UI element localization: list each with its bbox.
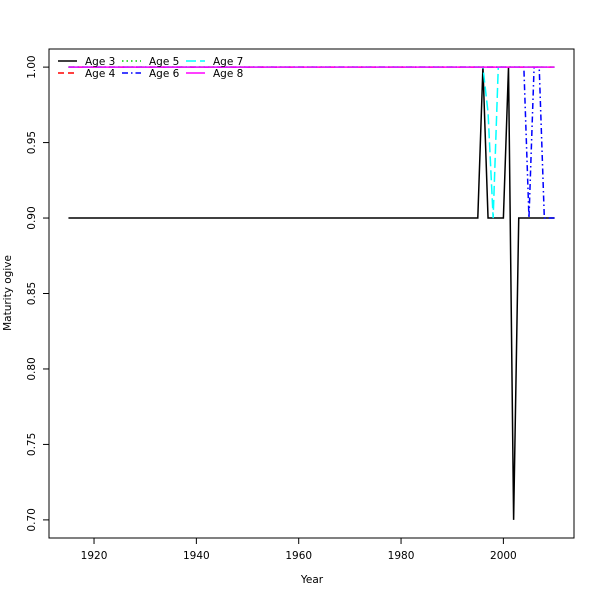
- legend-label: Age 7: [213, 56, 243, 68]
- x-tick-label: 1960: [285, 550, 312, 562]
- legend-label: Age 5: [149, 56, 179, 68]
- x-tick-label: 2000: [490, 550, 517, 562]
- y-tick-label: 0.85: [26, 282, 38, 305]
- y-tick-label: 0.95: [26, 131, 38, 154]
- x-axis: 1920 1940 1960 1980 2000: [81, 538, 517, 562]
- y-tick-label: 0.75: [26, 433, 38, 456]
- y-tick-label: 0.90: [26, 206, 38, 229]
- x-tick-label: 1980: [388, 550, 415, 562]
- y-tick-label: 1.00: [26, 55, 38, 78]
- series-line-age-3: [68, 67, 555, 520]
- legend-label: Age 4: [85, 68, 116, 80]
- series-layer: [68, 66, 555, 520]
- x-tick-label: 1940: [183, 550, 210, 562]
- x-axis-label: Year: [300, 574, 324, 586]
- legend-label: Age 8: [213, 68, 243, 80]
- plot-frame: [48, 48, 575, 539]
- y-axis: 0.70 0.75 0.80 0.85 0.90 0.95 1.00: [26, 55, 49, 532]
- x-tick-label: 1920: [81, 550, 108, 562]
- legend-label: Age 3: [85, 56, 115, 68]
- y-axis-label: Maturity ogive: [2, 255, 14, 331]
- y-tick-label: 0.70: [26, 508, 38, 531]
- y-tick-label: 0.80: [26, 357, 38, 380]
- legend-label: Age 6: [149, 68, 180, 80]
